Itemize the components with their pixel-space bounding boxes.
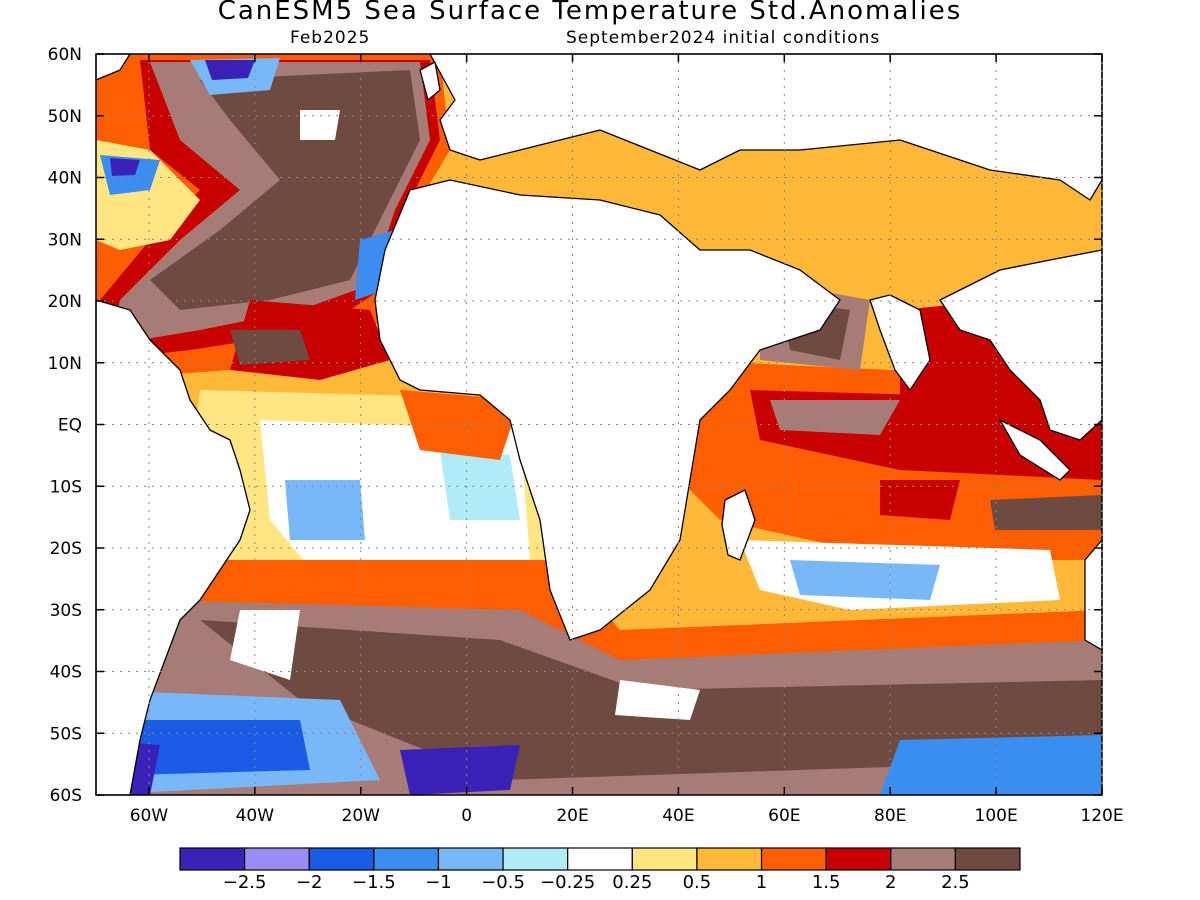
latitude-labels: 60N 50N 40N 30N 20N 10N EQ 10S 20S 30S 40S 50S 60S: [48, 45, 82, 806]
colorbar-label: 1.5: [812, 872, 841, 893]
lat-label: 50N: [48, 107, 82, 127]
axis-ticks: [96, 53, 1103, 796]
lon-label: 60E: [768, 806, 800, 826]
lat-label: EQ: [58, 416, 82, 436]
colorbar-label: 1: [756, 872, 767, 893]
colorbar-label: 0.25: [612, 872, 652, 893]
colorbar-labels: −2.5 −2 −1.5 −1 −0.5 −0.25 0.25 0.5 1 1.5 2 2.5: [223, 872, 970, 893]
lat-label: 40S: [50, 663, 82, 683]
initial-conditions: September2024 initial conditions: [566, 28, 881, 48]
lat-label: 60S: [50, 786, 82, 806]
lon-label: 0: [461, 806, 472, 826]
colorbar-swatch: [373, 847, 440, 871]
colorbar-label: −1.5: [352, 872, 396, 893]
colorbar: [179, 847, 1021, 871]
lat-label: 60N: [48, 45, 82, 65]
lat-label: 30N: [48, 230, 82, 250]
map-title: CanESM5 Sea Surface Temperature Std.Anom…: [217, 0, 963, 26]
colorbar-swatch: [502, 847, 569, 871]
colorbar-swatch: [437, 847, 504, 871]
lon-label: 60W: [130, 806, 169, 826]
lon-label: 40W: [236, 806, 275, 826]
land-masses: [95, 53, 1103, 796]
colorbar-label: −2.5: [223, 872, 267, 893]
longitude-labels: 60W 40W 20W 0 20E 40E 60E 80E 100E 120E: [130, 806, 1124, 826]
colorbar-swatch: [179, 847, 246, 871]
lon-label: 120E: [1080, 806, 1123, 826]
forecast-month: Feb2025: [290, 28, 371, 48]
lon-label: 100E: [975, 806, 1018, 826]
colorbar-swatch: [825, 847, 892, 871]
colorbar-label: 0.5: [683, 872, 712, 893]
lat-label: 40N: [48, 169, 82, 189]
colorbar-label: −0.5: [481, 872, 525, 893]
colorbar-label: 2: [885, 872, 896, 893]
lat-label: 20N: [48, 292, 82, 312]
lat-label: 30S: [50, 601, 82, 621]
colorbar-swatch: [890, 847, 956, 871]
colorbar-label: −2: [296, 872, 323, 893]
lon-label: 80E: [874, 806, 906, 826]
lat-label: 10S: [50, 477, 82, 497]
colorbar-swatch: [696, 847, 763, 871]
colorbar-swatch: [760, 847, 827, 871]
lon-label: 20E: [556, 806, 588, 826]
lat-label: 10N: [48, 354, 82, 374]
colorbar-swatch: [954, 847, 1021, 871]
lon-label: 20W: [342, 806, 381, 826]
colorbar-label: 2.5: [941, 872, 970, 893]
lat-label: 20S: [50, 539, 82, 559]
colorbar-swatch: [244, 847, 310, 871]
lon-label: 40E: [662, 806, 694, 826]
lat-label: 50S: [50, 724, 82, 744]
colorbar-swatch: [308, 847, 375, 871]
colorbar-label: −0.25: [540, 872, 595, 893]
colorbar-swatch: [631, 847, 698, 871]
sst-anomaly-field: [96, 54, 1102, 795]
colorbar-label: −1: [425, 872, 452, 893]
colorbar-swatch: [567, 847, 633, 871]
